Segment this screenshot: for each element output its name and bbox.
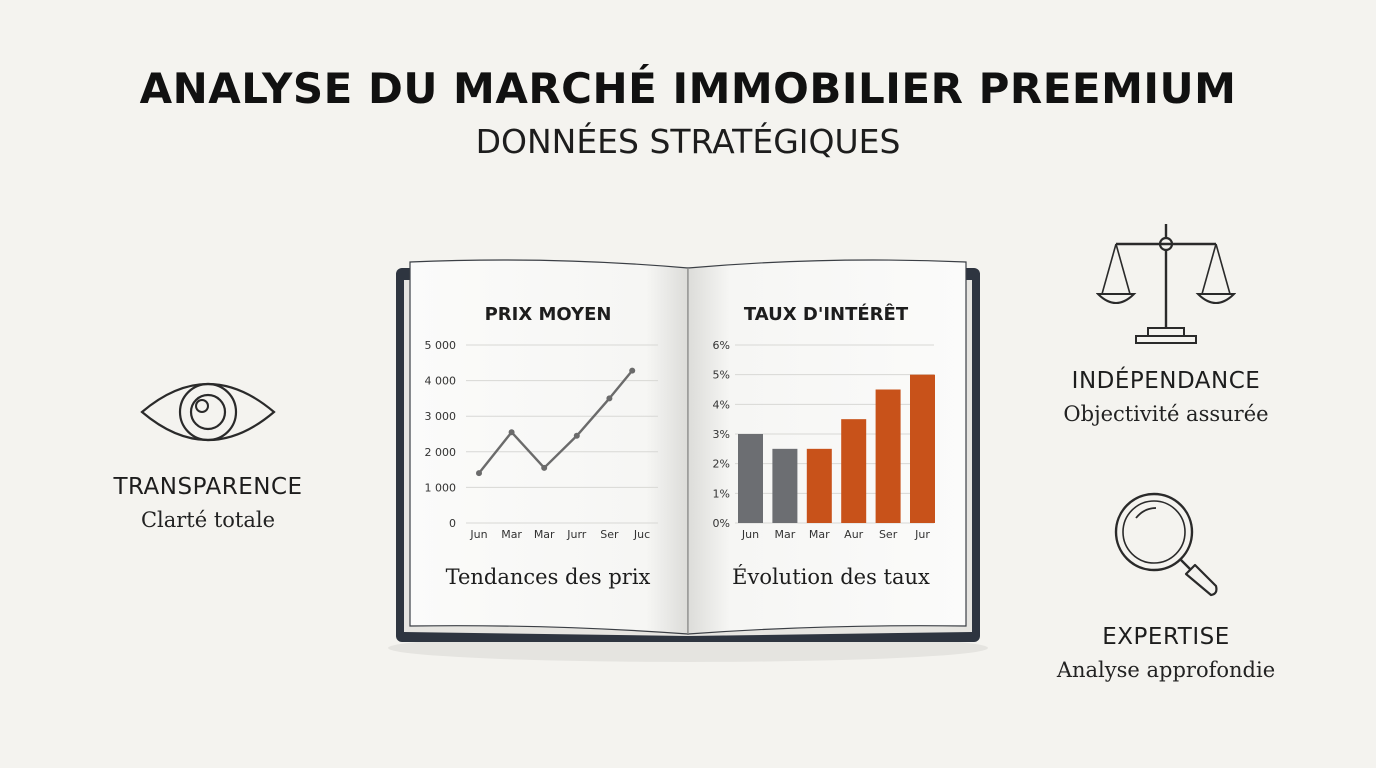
x-tick-label: Mar — [534, 528, 555, 541]
x-tick-label: Ser — [600, 528, 619, 541]
y-tick-label: 1% — [713, 487, 730, 500]
y-tick-label: 3% — [713, 428, 730, 441]
feature-label: EXPERTISE — [1102, 624, 1230, 650]
chart-title-taux: TAUX D'INTÉRÊT — [744, 303, 909, 325]
bar — [772, 448, 798, 523]
x-tick-label: Juc — [633, 528, 650, 541]
y-tick-label: 2% — [713, 458, 730, 471]
y-tick-label: 5% — [713, 369, 730, 382]
data-point — [606, 395, 613, 402]
y-tick-label: 6% — [713, 339, 730, 352]
y-tick-label: 0 — [449, 517, 456, 530]
feature-expertise: EXPERTISE Analyse approfondie — [1046, 490, 1286, 682]
data-point — [629, 367, 636, 374]
page-title: ANALYSE DU MARCHÉ IMMOBILIER PREEMIUM — [139, 64, 1237, 113]
data-point — [476, 470, 482, 477]
x-tick-label: Jun — [469, 528, 487, 541]
feature-independance: INDÉPENDANCE Objectivité assurée — [1046, 220, 1286, 426]
x-tick-label: Mar — [775, 528, 796, 541]
y-tick-label: 4 000 — [425, 375, 457, 388]
right-page — [687, 259, 967, 635]
bar — [875, 389, 901, 523]
data-point — [573, 432, 580, 439]
series-line — [478, 369, 634, 474]
chart-title-prix: PRIX MOYEN — [485, 304, 612, 325]
bar — [910, 374, 935, 523]
eye-icon — [140, 382, 276, 442]
chart-caption-taux: Évolution des taux — [732, 565, 930, 589]
feature-description: Clarté totale — [140, 508, 276, 532]
y-tick-label: 1 000 — [425, 481, 457, 494]
magnifying-glass-icon — [1114, 492, 1218, 597]
x-tick-label: Mar — [501, 528, 522, 541]
x-tick-label: Jun — [741, 528, 759, 541]
chart-caption-prix: Tendances des prix — [446, 565, 651, 589]
y-tick-label: 2 000 — [425, 446, 457, 459]
x-tick-label: Ser — [879, 528, 898, 541]
feature-description: Objectivité assurée — [1063, 402, 1269, 426]
line-chart: 0 1 000 2 000 3 000 4 000 5 000 Jun Mar Mar Jurr S… — [425, 339, 658, 541]
feature-transparence: TRANSPARENCE Clarté totale — [88, 374, 328, 532]
bar — [738, 434, 763, 523]
bar-chart: 0% 1% 2% 3% 4% 5% 6% Jun Mar Mar Aur Ser Jur — [713, 339, 935, 541]
feature-label: INDÉPENDANCE — [1071, 368, 1261, 394]
balance-scale-icon — [1096, 224, 1236, 344]
y-tick-label: 4% — [713, 398, 730, 411]
y-tick-label: 3 000 — [425, 410, 457, 423]
feature-description: Analyse approfondie — [1056, 658, 1276, 682]
bar — [841, 419, 867, 523]
data-point — [541, 464, 548, 471]
x-tick-label: Aur — [844, 528, 863, 541]
x-tick-label: Jurr — [566, 528, 587, 541]
bar — [806, 448, 832, 523]
y-tick-label: 5 000 — [425, 339, 457, 352]
page-subtitle: DONNÉES STRATÉGIQUES — [475, 122, 901, 161]
feature-label: TRANSPARENCE — [113, 474, 303, 500]
y-tick-label: 0% — [713, 517, 730, 530]
x-tick-label: Jur — [914, 528, 930, 541]
data-point — [508, 429, 515, 436]
x-tick-label: Mar — [809, 528, 830, 541]
